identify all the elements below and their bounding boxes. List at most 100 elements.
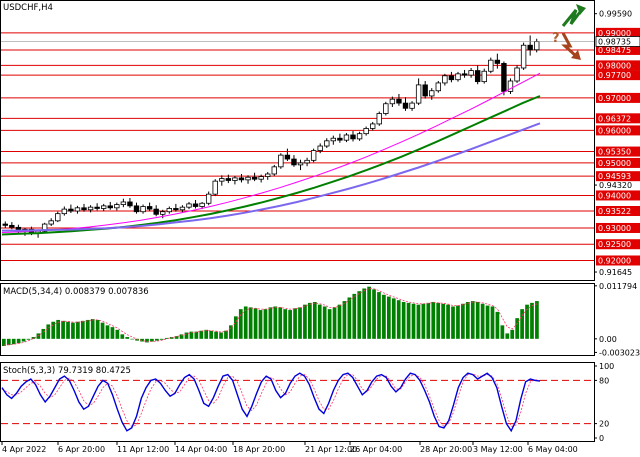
macd-bar [446,304,450,339]
macd-axis: 0.011794 0.00 -0.003023 [594,282,640,357]
stoch-signal-line [1,373,541,428]
macd-bar [327,309,332,339]
candle-body [140,206,146,213]
macd-bar [357,291,362,339]
macd-bar [308,302,312,339]
macd-bar [480,303,485,339]
macd-bar [238,309,243,339]
candle-body [278,154,284,168]
macd-histogram [2,286,539,347]
macd-bar [194,331,199,339]
macd-bar [490,306,495,339]
macd-bar [411,303,416,339]
candle-body [297,162,304,166]
candle-body [100,205,107,209]
candle-body [310,150,317,161]
macd-bar [66,321,70,339]
candle-body [415,84,422,104]
macd-bar [312,301,317,339]
candle-body [376,113,382,125]
candle-body [494,59,501,64]
macd-bar [135,338,139,341]
svg-text:?: ? [552,31,560,46]
macd-bar [273,306,278,339]
macd-bar [179,334,184,339]
candle-body [232,177,238,181]
symbol-title: USDCHF,H4 [3,3,53,13]
candle-body [383,103,389,114]
macd-bar [214,331,218,339]
candle-body [409,102,415,109]
stoch-axis-label: 100 [599,362,614,371]
macd-bar [317,304,322,339]
candle-body [238,177,245,181]
macd-bar [391,298,396,339]
candle-body [363,128,369,135]
question-mark-icon: ? [552,31,560,46]
macd-bar [401,301,406,339]
macd-bar [204,329,209,339]
macd-bar [159,338,164,340]
candle-body [173,208,179,211]
candle-body [369,123,376,129]
macd-bar [431,301,436,339]
candle-body [402,102,409,109]
macd-bar [120,334,125,339]
price-tag-bg [596,125,640,136]
candle-body [55,213,61,222]
candle-body [324,140,330,147]
price-axis-label: 0.95350 [598,148,631,157]
candle-body [2,223,8,226]
candle-body [48,220,54,225]
price-axis-label: 0.96372 [598,114,631,123]
macd-bar [41,328,46,339]
macd-bar [46,324,51,339]
macd-bar [421,303,426,339]
macd-bar [456,305,460,339]
macd-bar [332,307,337,339]
time-axis-label: 3 May 12:00 [473,445,523,454]
macd-bar [406,302,411,339]
macd-bar [362,288,367,339]
stoch-panel-frame [0,362,595,442]
macd-bar [451,306,455,339]
price-axis-label: 0.92000 [598,256,631,265]
macd-bar [115,329,120,339]
price-panel-frame [0,0,595,281]
macd-bar [90,319,95,339]
macd-bar [322,306,327,339]
stoch-title: Stoch(5,3,3) 79.7319 80.4725 [3,366,131,376]
macd-bar [535,301,539,339]
candle-body [87,206,94,211]
candle-body [350,134,356,140]
price-axis-label: 0.92500 [598,240,631,249]
price-axis-label: 0.98000 [598,61,631,70]
macd-bar [510,329,515,339]
moving-averages [1,72,541,236]
macd-bar [219,332,223,339]
candle-body [396,98,402,104]
macd-bar [16,338,21,344]
price-tag-bg [596,70,640,81]
candle-body [271,166,277,175]
price-axis-label: 0.99000 [598,29,631,38]
moving-average-line [1,72,541,233]
candle-body [166,208,173,213]
price-axis-label: 0.97000 [598,94,631,103]
macd-bar [515,318,520,339]
candle-body [330,137,337,142]
macd-axis-label: 0.011794 [599,282,637,291]
candle-body [265,173,271,177]
macd-bar [189,331,194,339]
price-tag-bg [596,27,640,38]
price-axis-label: 0.93522 [598,207,631,216]
candle-body [133,205,140,213]
candle-body [284,154,291,160]
candle-body [186,203,192,208]
price-tag-bg [596,190,640,201]
candle-body [455,73,461,81]
candle-body [534,41,540,51]
price-tag-bg [596,171,640,182]
price-tag-bg [596,44,640,55]
macd-bar [520,309,524,339]
